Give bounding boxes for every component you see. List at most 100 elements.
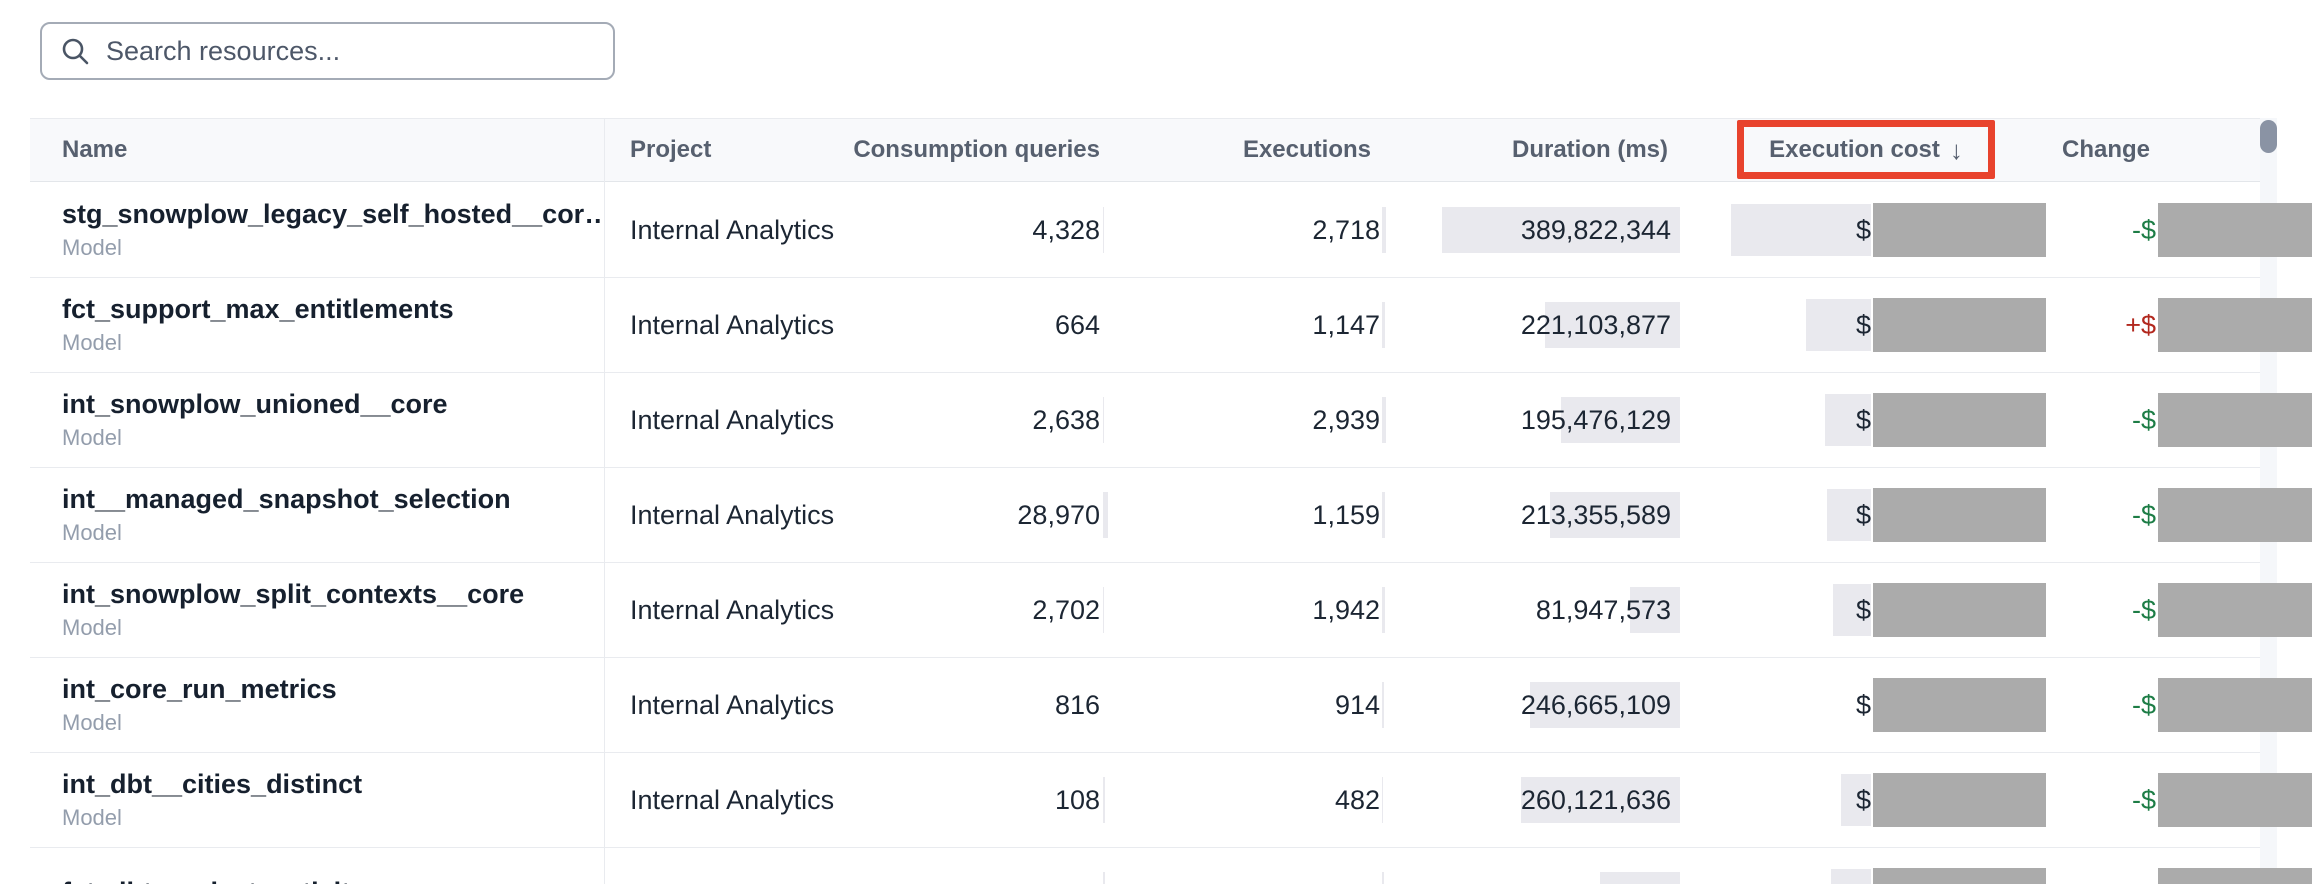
- executions-value: 1,147: [1312, 309, 1380, 340]
- change-value-prefix: -$: [2131, 404, 2156, 435]
- executions-value: 1,159: [1312, 499, 1380, 530]
- column-header-consumption-queries[interactable]: Consumption queries: [853, 136, 1100, 163]
- duration-bar: [1600, 872, 1680, 884]
- resource-type-label: Model: [62, 710, 122, 735]
- duration-bar: [1545, 302, 1680, 348]
- executions-bar: [1382, 207, 1386, 253]
- table-row[interactable]: int__managed_snapshot_selection Model In…: [30, 468, 2312, 563]
- change-value-prefix: -$: [2131, 689, 2156, 720]
- execution-cost-currency: $: [1855, 404, 1871, 435]
- redacted-change-block: [2158, 393, 2312, 447]
- consumption-queries-value: 664: [1054, 309, 1100, 340]
- redacted-execution-cost-block: [1873, 583, 2046, 637]
- redacted-change-block: [2158, 678, 2312, 732]
- execution-cost-currency: $: [1855, 689, 1871, 720]
- project-cell: Internal Analytics: [630, 499, 835, 530]
- table-row[interactable]: int_core_run_metrics Model Internal Anal…: [30, 658, 2312, 753]
- redacted-execution-cost-block: [1873, 678, 2046, 732]
- execution-cost-bar: [1806, 299, 1871, 351]
- redacted-execution-cost-block: [1873, 298, 2046, 352]
- execution-cost-currency: $: [1855, 214, 1871, 245]
- project-cell: Internal Analytics: [630, 784, 835, 815]
- name-cell[interactable]: int_snowplow_unioned__core Model: [62, 373, 602, 467]
- execution-cost-bar: [1841, 774, 1871, 826]
- table-header: Name Project Consumption queries Executi…: [30, 118, 2260, 182]
- redacted-execution-cost-block: [1873, 393, 2046, 447]
- execution-cost-currency: $: [1855, 309, 1871, 340]
- execution-cost-currency: $: [1855, 784, 1871, 815]
- redacted-change-block: [2158, 773, 2312, 827]
- search-input[interactable]: [106, 35, 595, 67]
- column-header-execution-cost-label: Execution cost: [1769, 136, 1940, 163]
- name-cell[interactable]: fct_dbt_project_activity: [62, 848, 602, 884]
- redacted-change-block: [2158, 583, 2312, 637]
- sort-descending-icon: ↓: [1949, 134, 1963, 165]
- table-body: stg_snowplow_legacy_self_hosted__cor… Mo…: [30, 183, 2312, 884]
- redacted-execution-cost-block: [1873, 773, 2046, 827]
- name-cell[interactable]: stg_snowplow_legacy_self_hosted__cor… Mo…: [62, 183, 602, 277]
- consumption-queries-value: 2,702: [1032, 594, 1100, 625]
- project-cell: Internal Analytics: [630, 214, 835, 245]
- search-icon: [62, 38, 89, 65]
- consumption-queries-bar: [1103, 207, 1104, 253]
- name-cell[interactable]: int__managed_snapshot_selection Model: [62, 468, 602, 562]
- resource-type-label: Model: [62, 615, 122, 640]
- column-header-change[interactable]: Change: [2061, 136, 2150, 163]
- name-cell[interactable]: int_snowplow_split_contexts__core Model: [62, 563, 602, 657]
- resource-name: int__managed_snapshot_selection: [62, 484, 511, 514]
- project-cell: Internal Analytics: [630, 404, 835, 435]
- duration-value: 213,355,589: [1520, 499, 1671, 530]
- table-row[interactable]: int_snowplow_split_contexts__core Model …: [30, 563, 2312, 658]
- column-header-name[interactable]: Name: [62, 136, 128, 163]
- execution-cost-bar: [1731, 204, 1871, 256]
- execution-cost-bar: [1827, 489, 1871, 541]
- change-value-prefix: -$: [2131, 594, 2156, 625]
- table-row[interactable]: fct_dbt_project_activity: [30, 848, 2312, 884]
- table-row[interactable]: stg_snowplow_legacy_self_hosted__cor… Mo…: [30, 183, 2312, 278]
- column-header-duration[interactable]: Duration (ms): [1512, 136, 1668, 163]
- consumption-queries-bar: [1103, 492, 1108, 538]
- executions-value: 2,718: [1312, 214, 1380, 245]
- table-row[interactable]: int_snowplow_unioned__core Model Interna…: [30, 373, 2312, 468]
- duration-bar: [1530, 682, 1680, 728]
- consumption-queries-value: 2,638: [1032, 404, 1100, 435]
- change-value-prefix: -$: [2131, 499, 2156, 530]
- consumption-queries-value: 816: [1054, 689, 1100, 720]
- consumption-queries-bar: [1103, 777, 1105, 823]
- table-row[interactable]: int_dbt__cities_distinct Model Internal …: [30, 753, 2312, 848]
- column-header-executions[interactable]: Executions: [1242, 136, 1371, 163]
- consumption-queries-bar: [1103, 397, 1104, 443]
- resource-name: stg_snowplow_legacy_self_hosted__cor…: [62, 199, 602, 229]
- project-cell: Internal Analytics: [630, 689, 835, 720]
- column-header-execution-cost[interactable]: Execution cost ↓: [1737, 119, 1995, 181]
- duration-value: 221,103,877: [1520, 309, 1671, 340]
- resource-type-label: Model: [62, 330, 122, 355]
- resource-type-label: Model: [62, 520, 122, 545]
- redacted-change-block: [2158, 868, 2312, 884]
- executions-bar: [1382, 397, 1386, 443]
- execution-cost-bar: [1825, 394, 1871, 446]
- change-value-prefix: -$: [2131, 784, 2156, 815]
- column-header-project[interactable]: Project: [630, 136, 712, 163]
- search-box[interactable]: [40, 22, 615, 80]
- duration-bar: [1521, 777, 1680, 823]
- name-cell[interactable]: int_core_run_metrics Model: [62, 658, 602, 752]
- redacted-execution-cost-block: [1873, 203, 2046, 257]
- scrollbar-thumb[interactable]: [2260, 120, 2277, 153]
- table-row[interactable]: fct_support_max_entitlements Model Inter…: [30, 278, 2312, 373]
- duration-value: 389,822,344: [1520, 214, 1671, 245]
- executions-bar: [1382, 872, 1384, 884]
- change-value-prefix: -$: [2131, 214, 2156, 245]
- executions-value: 1,942: [1312, 594, 1380, 625]
- consumption-queries-bar: [1103, 587, 1104, 633]
- executions-bar: [1382, 492, 1385, 538]
- name-cell[interactable]: fct_support_max_entitlements Model: [62, 278, 602, 372]
- name-cell[interactable]: int_dbt__cities_distinct Model: [62, 753, 602, 847]
- duration-bar: [1550, 492, 1680, 538]
- duration-value: 246,665,109: [1520, 689, 1671, 720]
- duration-bar: [1442, 207, 1680, 253]
- duration-value: 81,947,573: [1535, 594, 1671, 625]
- redacted-change-block: [2158, 488, 2312, 542]
- duration-bar: [1561, 397, 1680, 443]
